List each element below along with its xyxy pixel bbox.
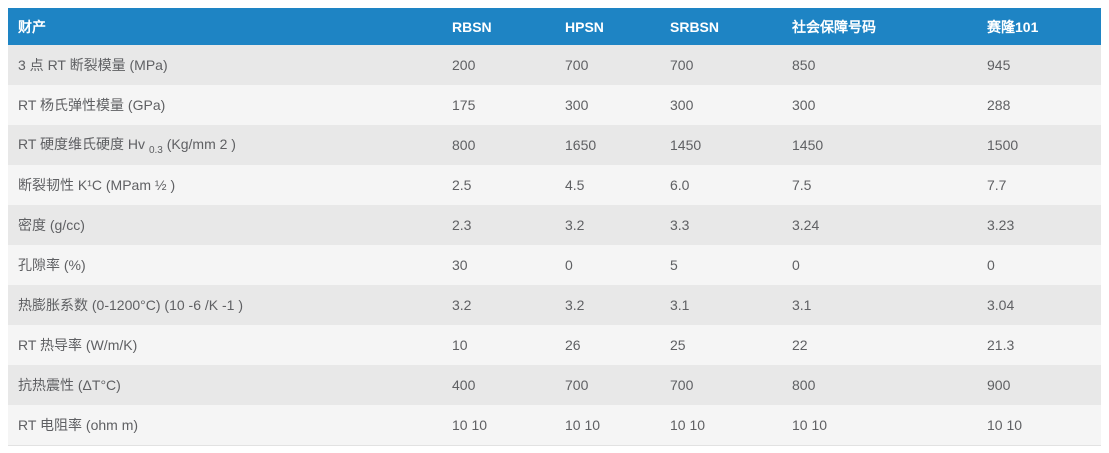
- property-label-text: 3 点 RT 断裂模量 (MPa): [18, 57, 168, 73]
- header-row: 财产 RBSN HPSN SRBSN 社会保障号码 赛隆101: [8, 8, 1101, 45]
- value-cell: 1650: [565, 137, 597, 153]
- table-row: RT 硬度维氏硬度 Hv 0.3 (Kg/mm 2 ) 800 1650 1450 14…: [8, 125, 1101, 165]
- property-label-text: 孔隙率 (%): [18, 257, 86, 273]
- value-cell: 6.0: [670, 177, 690, 193]
- property-label-text: 热膨胀系数 (0-1200°C) (10 -6 /K -1 ): [18, 297, 243, 313]
- table-row: 断裂韧性 K¹C (MPam ½ ) 2.5 4.5 6.0 7.5 7.7: [8, 165, 1101, 205]
- property-cell: RT 热导率 (W/m/K): [8, 325, 442, 365]
- value-cell: 3.2: [565, 297, 585, 313]
- value-cell: 3.24: [792, 217, 820, 233]
- property-cell: RT 杨氏弹性模量 (GPa): [8, 85, 442, 125]
- table-row: 密度 (g/cc) 2.3 3.2 3.3 3.24 3.23: [8, 205, 1101, 245]
- value-cell: 700: [670, 377, 694, 393]
- value-cell: 10 10: [782, 405, 977, 446]
- value-cell: 300: [670, 97, 694, 113]
- table-row: RT 热导率 (W/m/K) 10 26 25 22 21.3: [8, 325, 1101, 365]
- value-cell: 10 10: [977, 405, 1101, 446]
- property-cell: 3 点 RT 断裂模量 (MPa): [8, 45, 442, 85]
- value-cell: 175: [452, 97, 476, 113]
- value-cell: 10 10: [442, 405, 555, 446]
- value-cell: 800: [452, 137, 476, 153]
- value-cell: 1450: [792, 137, 824, 153]
- value-cell: 850: [792, 57, 816, 73]
- table-row: 孔隙率 (%) 30 0 5 0 0: [8, 245, 1101, 285]
- table-row: 抗热震性 (ΔT°C) 400 700 700 800 900: [8, 365, 1101, 405]
- column-header-sialon101: 赛隆101: [977, 8, 1101, 45]
- value-cell: 700: [670, 57, 694, 73]
- value-cell: 0: [987, 257, 995, 273]
- value-cell: 0: [565, 257, 573, 273]
- value-cell: 300: [792, 97, 816, 113]
- property-cell: RT 电阻率 (ohm m): [8, 405, 442, 446]
- column-header-property: 财产: [8, 8, 442, 45]
- column-header-ssn: 社会保障号码: [782, 8, 977, 45]
- value-cell: 3.23: [987, 217, 1015, 233]
- value-cell: 3.04: [987, 297, 1015, 313]
- value-cell: 200: [452, 57, 476, 73]
- value-cell: 700: [565, 377, 589, 393]
- value-cell: 900: [987, 377, 1011, 393]
- property-label-text: 断裂韧性 K¹C (MPam ½ ): [18, 177, 176, 193]
- material-properties-table: 财产 RBSN HPSN SRBSN 社会保障号码 赛隆101 3 点 RT 断…: [8, 8, 1101, 446]
- value-cell: 3.2: [565, 217, 585, 233]
- property-label-text: 密度 (g/cc): [18, 217, 85, 233]
- table-row: RT 杨氏弹性模量 (GPa) 175 300 300 300 288: [8, 85, 1101, 125]
- value-cell: 3.1: [670, 297, 690, 313]
- table-row: RT 电阻率 (ohm m) 10 10 10 10 10 10 10 10 10 10: [8, 405, 1101, 446]
- column-header-hpsn: HPSN: [555, 8, 660, 45]
- value-cell: 3.1: [792, 297, 812, 313]
- property-cell: 密度 (g/cc): [8, 205, 442, 245]
- property-cell: 断裂韧性 K¹C (MPam ½ ): [8, 165, 442, 205]
- value-cell: 0: [792, 257, 800, 273]
- value-cell: 30: [452, 257, 468, 273]
- value-cell: 4.5: [565, 177, 585, 193]
- property-label-text: RT 硬度维氏硬度 Hv: [18, 136, 149, 152]
- value-cell: 10 10: [555, 405, 660, 446]
- property-label-text: RT 杨氏弹性模量 (GPa): [18, 97, 166, 113]
- value-cell: 945: [987, 57, 1011, 73]
- property-cell: RT 硬度维氏硬度 Hv 0.3 (Kg/mm 2 ): [8, 125, 442, 165]
- property-label-text: 抗热震性 (ΔT°C): [18, 377, 121, 393]
- property-label-subscript: 0.3: [148, 145, 163, 156]
- property-cell: 热膨胀系数 (0-1200°C) (10 -6 /K -1 ): [8, 285, 442, 325]
- value-cell: 2.5: [452, 177, 472, 193]
- value-cell: 7.7: [987, 177, 1007, 193]
- property-label-text: RT 热导率 (W/m/K): [18, 337, 138, 353]
- property-cell: 抗热震性 (ΔT°C): [8, 365, 442, 405]
- property-cell: 孔隙率 (%): [8, 245, 442, 285]
- value-cell: 1450: [670, 137, 702, 153]
- value-cell: 25: [670, 337, 686, 353]
- value-cell: 3.3: [670, 217, 690, 233]
- property-label-text: (Kg/mm 2 ): [162, 136, 236, 152]
- value-cell: 2.3: [452, 217, 472, 233]
- table-row: 3 点 RT 断裂模量 (MPa) 200 700 700 850 945: [8, 45, 1101, 85]
- value-cell: 21.3: [987, 337, 1015, 353]
- value-cell: 3.2: [452, 297, 472, 313]
- value-cell: 288: [987, 97, 1011, 113]
- value-cell: 22: [792, 337, 808, 353]
- table-row: 热膨胀系数 (0-1200°C) (10 -6 /K -1 ) 3.2 3.2 3.1…: [8, 285, 1101, 325]
- column-header-srbsn: SRBSN: [660, 8, 782, 45]
- value-cell: 300: [565, 97, 589, 113]
- property-label-text: RT 电阻率 (ohm m): [18, 417, 139, 433]
- value-cell: 1500: [987, 137, 1019, 153]
- value-cell: 400: [452, 377, 476, 393]
- value-cell: 700: [565, 57, 589, 73]
- value-cell: 800: [792, 377, 816, 393]
- value-cell: 10: [452, 337, 468, 353]
- value-cell: 5: [670, 257, 678, 273]
- value-cell: 10 10: [660, 405, 782, 446]
- table-body: 3 点 RT 断裂模量 (MPa) 200 700 700 850 945 RT 杨氏弹性模…: [8, 45, 1101, 446]
- value-cell: 26: [565, 337, 581, 353]
- column-header-rbsn: RBSN: [442, 8, 555, 45]
- value-cell: 7.5: [792, 177, 812, 193]
